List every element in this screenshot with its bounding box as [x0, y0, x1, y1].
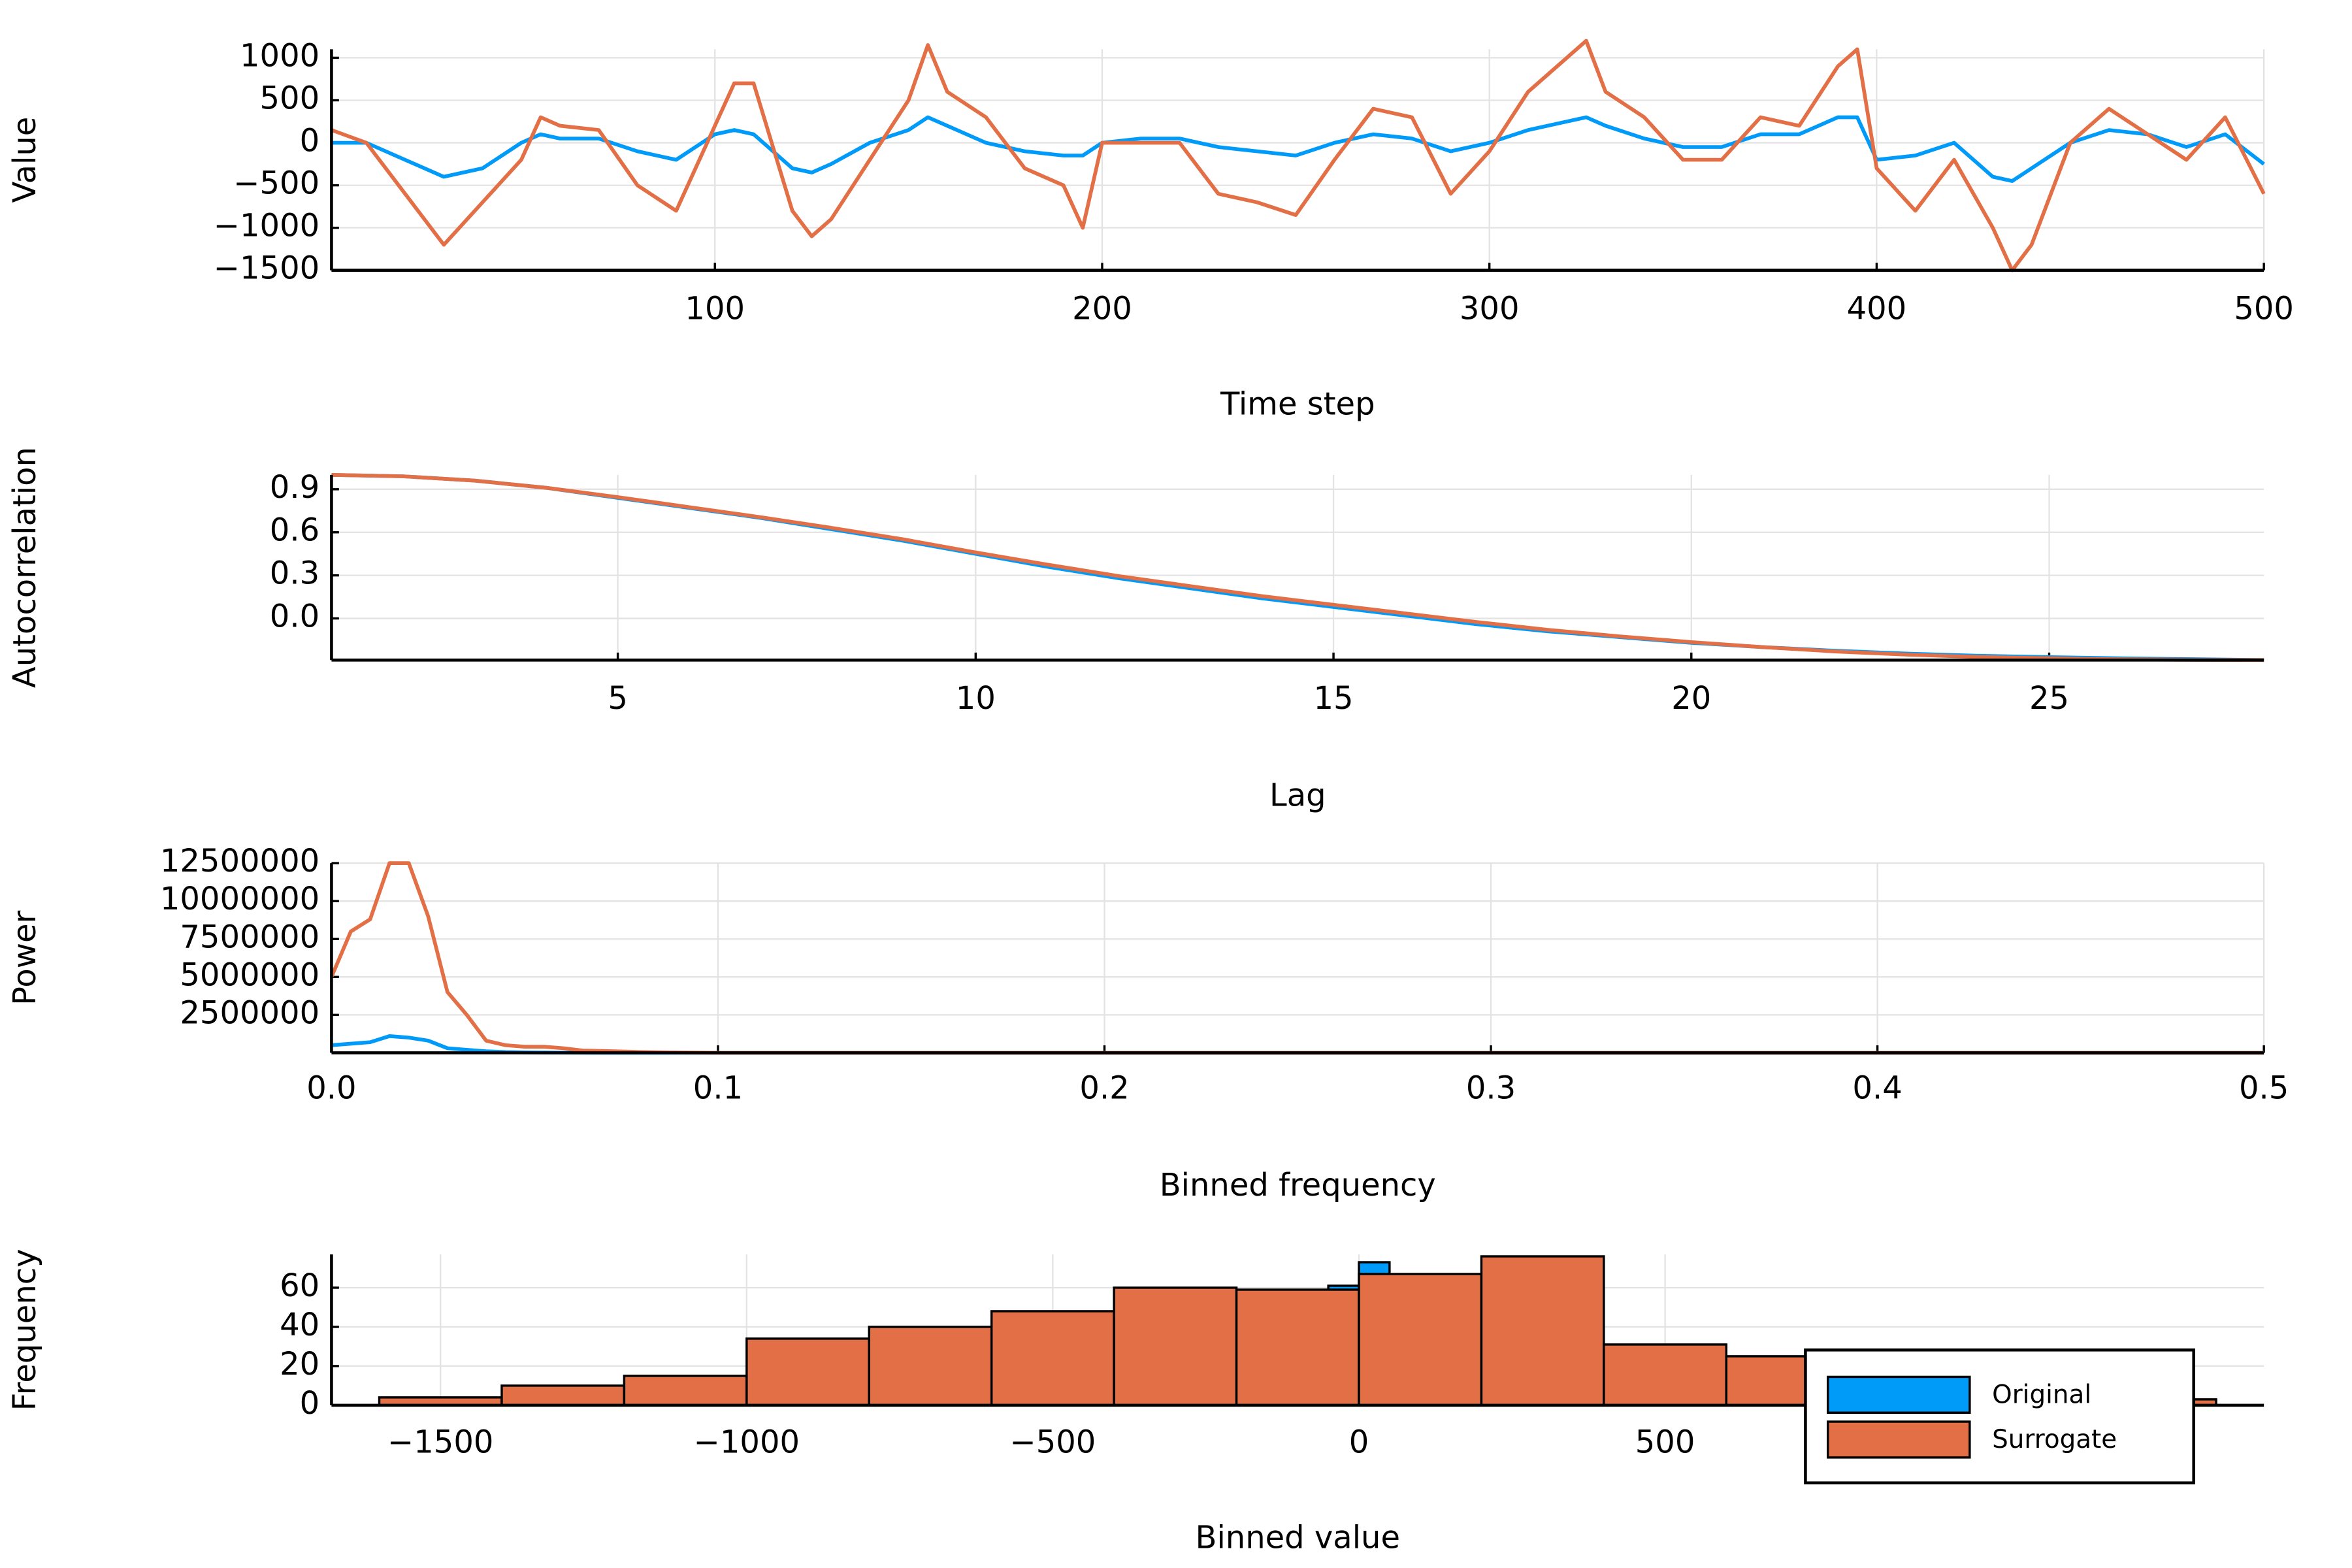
line-series	[331, 473, 2264, 662]
hist-bar	[745, 1337, 870, 1407]
y-tick-label: 0	[300, 123, 320, 159]
x-tick-label: −1000	[694, 1424, 800, 1460]
line-series	[329, 861, 2264, 1055]
y-tick-label: 20	[280, 1346, 319, 1382]
legend-label: Surrogate	[1992, 1425, 2117, 1454]
x-axis-label: Lag	[1269, 777, 1326, 814]
legend-swatch	[1827, 1375, 1971, 1414]
hist-bar	[868, 1326, 993, 1407]
x-tick-label: 0	[1349, 1424, 1369, 1460]
hist-bar	[500, 1384, 626, 1407]
y-axis-label: Value	[7, 117, 43, 203]
subplot: 0.0 0.1 0.2 0.3 0.4 0.52500000500000075000001…	[7, 843, 2289, 1203]
x-tick-label: 0.5	[2239, 1070, 2289, 1107]
y-axis-label: Autocorrelation	[7, 447, 43, 688]
x-tick-label: 15	[1314, 680, 1354, 717]
y-tick-label: −500	[233, 165, 319, 202]
x-axis-label: Binned frequency	[1160, 1167, 1436, 1203]
y-tick-label: −1500	[214, 250, 319, 287]
y-tick-label: 12500000	[160, 843, 319, 879]
y-tick-label: 0.6	[270, 512, 319, 549]
x-tick-label: 20	[1671, 680, 1711, 717]
y-axis-label: Frequency	[7, 1249, 43, 1411]
hist-bar	[990, 1310, 1115, 1407]
x-tick-label: 500	[2234, 290, 2294, 327]
line-series	[331, 473, 2264, 662]
subplot: 5 10 15 20 25 0.0 0.3 0.6 0.9 Lag Autocorrelation	[7, 447, 2264, 814]
y-tick-label: 0.9	[270, 469, 319, 506]
legend: Original Surrogate	[1804, 1348, 2195, 1484]
x-tick-label: −1500	[387, 1424, 493, 1460]
y-tick-label: 10000000	[160, 881, 319, 917]
x-tick-label: 500	[1635, 1424, 1695, 1460]
x-tick-label: 25	[2029, 680, 2069, 717]
x-tick-label: 0.2	[1079, 1070, 1129, 1107]
legend-box	[1804, 1348, 2195, 1484]
x-tick-label: 0.0	[306, 1070, 356, 1107]
hist-bar	[1235, 1288, 1360, 1407]
y-axis-label: Power	[7, 910, 43, 1005]
x-tick-label: 400	[1847, 290, 1907, 327]
legend-label: Original	[1992, 1380, 2091, 1410]
y-tick-label: 2500000	[180, 994, 319, 1031]
line-series	[331, 39, 2266, 272]
y-tick-label: 7500000	[180, 919, 319, 955]
hist-bar	[1603, 1343, 1728, 1407]
y-tick-label: 5000000	[180, 956, 319, 993]
x-tick-label: 10	[956, 680, 996, 717]
x-axis-label: Binned value	[1196, 1520, 1400, 1556]
x-tick-label: 0.3	[1466, 1070, 1516, 1107]
x-tick-label: 300	[1460, 290, 1520, 327]
x-tick-label: 5	[608, 680, 628, 717]
y-tick-label: −1000	[214, 208, 319, 244]
x-tick-label: 100	[685, 290, 745, 327]
hist-bar	[1480, 1255, 1605, 1407]
y-tick-label: 1000	[240, 37, 319, 74]
hist-bar	[623, 1375, 748, 1407]
y-tick-label: 60	[280, 1267, 319, 1304]
y-tick-label: 0.3	[270, 555, 319, 592]
y-tick-label: 500	[260, 80, 320, 116]
x-axis-label: Time step	[1220, 386, 1375, 423]
subplot: 100 200 300 400 500 −1500 −1000 −500 0 500 1000 Tim…	[7, 37, 2294, 422]
x-tick-label: 200	[1072, 290, 1132, 327]
line-series	[331, 115, 2265, 183]
y-tick-label: 0	[300, 1385, 320, 1422]
y-tick-label: 0.0	[270, 598, 319, 635]
x-tick-label: 0.1	[693, 1070, 743, 1107]
hist-bar	[1113, 1286, 1238, 1407]
x-tick-label: 0.4	[1852, 1070, 1902, 1107]
x-tick-label: −500	[1009, 1424, 1096, 1460]
y-tick-label: 40	[280, 1307, 319, 1343]
legend-swatch	[1827, 1420, 1971, 1459]
hist-bar	[1358, 1273, 1483, 1407]
